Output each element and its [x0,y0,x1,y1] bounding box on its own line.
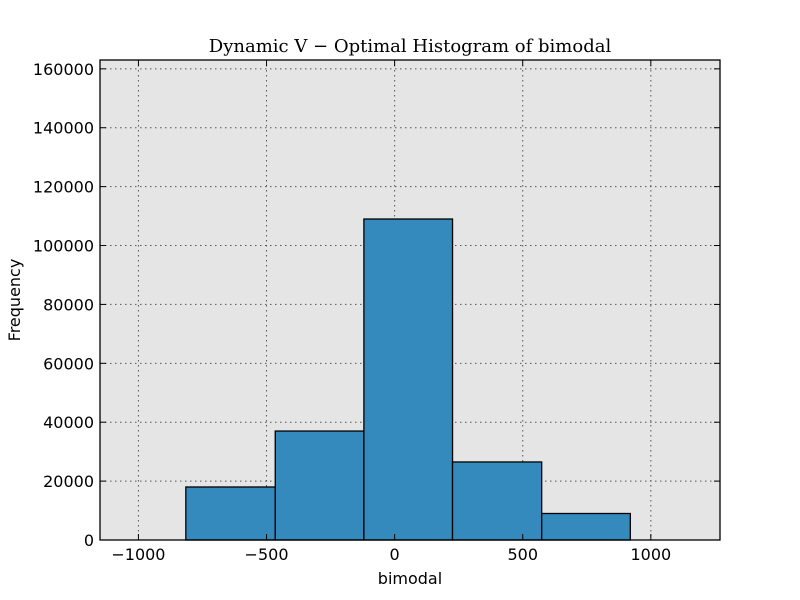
y-tick-label: 60000 [43,354,94,373]
y-tick-label: 140000 [33,119,94,138]
plot-frame [99,59,721,541]
chart-title: Dynamic V − Optimal Histogram of bimodal [209,36,612,57]
x-tick-label: 500 [507,545,538,564]
y-tick-labels: 0 20000 40000 60000 80000 100000 120000 140000 1… [33,60,94,550]
y-tick-label: 40000 [43,413,94,432]
histogram-bar [363,218,454,541]
x-axis-label: bimodal [378,569,442,588]
x-tick-label: 1000 [630,545,671,564]
x-tick-label: −1000 [111,545,165,564]
y-tick-label: 120000 [33,178,94,197]
axis-ticks [100,60,720,541]
y-tick-label: 0 [84,531,94,550]
y-axis-label: Frequency [5,259,24,342]
y-tick-label: 80000 [43,295,94,314]
histogram-bar [274,430,365,541]
y-tick-label: 20000 [43,472,94,491]
y-tick-label: 100000 [33,237,94,256]
histogram-bars [185,218,631,541]
y-tick-label: 160000 [33,60,94,79]
histogram-bar [185,486,276,541]
x-tick-label: 0 [390,545,400,564]
x-tick-labels: −1000 −500 0 500 1000 [111,545,671,564]
x-tick-label: −500 [245,545,289,564]
histogram-bar [541,512,631,541]
histogram-bar [451,461,543,541]
